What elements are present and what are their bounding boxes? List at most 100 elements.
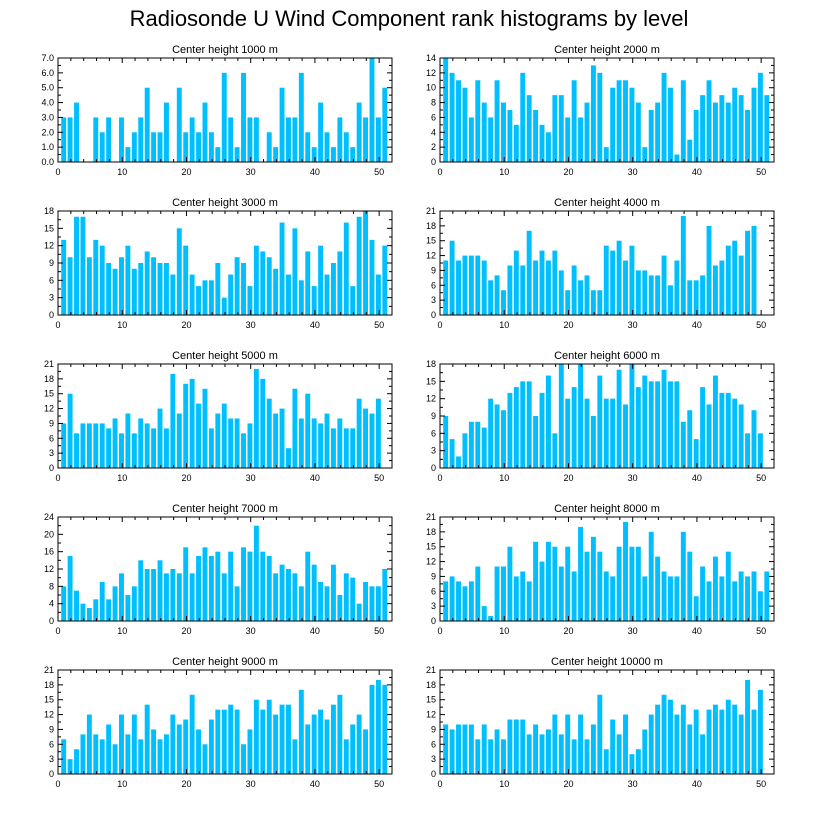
y-tick-label: 0 (431, 463, 436, 473)
histogram-bar (363, 117, 369, 162)
histogram-bar (494, 566, 500, 621)
histogram-bar (597, 290, 603, 315)
x-tick-label: 30 (628, 626, 638, 636)
x-tick-label: 10 (117, 626, 127, 636)
panel-title: Center height 1000 m (172, 44, 278, 56)
histogram-bar (642, 576, 648, 621)
histogram-bar (67, 556, 73, 621)
y-tick-label: 9 (49, 724, 54, 734)
histogram-bar (292, 739, 298, 774)
histogram-bar (151, 569, 157, 621)
histogram-bar (311, 286, 317, 315)
histogram-bar (183, 719, 189, 774)
histogram-bar (119, 714, 124, 774)
histogram-bar (363, 211, 369, 315)
histogram-bar (208, 132, 214, 162)
histogram-bar (545, 375, 551, 468)
histogram-bar (687, 724, 693, 774)
histogram-bar (298, 418, 304, 468)
histogram-bar (449, 576, 455, 621)
histogram-bar (189, 694, 195, 774)
histogram-bar (712, 265, 718, 315)
histogram-bar (757, 72, 763, 162)
x-tick-label: 30 (628, 167, 638, 177)
histogram-bar (61, 586, 67, 621)
x-tick-label: 30 (246, 320, 256, 330)
histogram-bar (369, 239, 375, 315)
histogram-bar (330, 704, 336, 774)
histogram-bar (539, 250, 545, 315)
histogram-bar (356, 102, 362, 162)
histogram-bar (375, 586, 381, 621)
y-tick-label: 4 (431, 127, 436, 137)
y-tick-label: 0 (431, 769, 436, 779)
histogram-bar (565, 117, 571, 162)
histogram-bar (468, 255, 474, 315)
y-tick-label: 0 (49, 616, 54, 626)
histogram-bar (138, 418, 144, 468)
histogram-bar (311, 147, 317, 162)
y-tick-label: 3 (49, 293, 54, 303)
histogram-bar (462, 255, 468, 315)
histogram-bar (488, 739, 494, 774)
y-tick-label: 9 (49, 258, 54, 268)
histogram-bar (494, 275, 500, 315)
histogram-bar (571, 387, 577, 468)
histogram-bar (305, 724, 311, 774)
histogram-bar (533, 541, 539, 621)
histogram-bar (700, 734, 706, 774)
histogram-bar (138, 117, 144, 162)
histogram-bar (337, 418, 343, 468)
y-tick-label: 15 (44, 389, 54, 399)
y-tick-label: 21 (426, 206, 436, 216)
y-tick-label: 6 (431, 428, 436, 438)
histogram-bar (74, 102, 79, 162)
x-tick-label: 30 (628, 473, 638, 483)
histogram-bar (674, 154, 680, 162)
x-tick-label: 10 (499, 320, 509, 330)
histogram-bar (539, 734, 545, 774)
panel-title: Center height 5000 m (172, 350, 278, 362)
histogram-bar (539, 561, 545, 621)
histogram-bar (745, 110, 751, 162)
y-tick-label: 12 (426, 68, 436, 78)
histogram-bar (228, 551, 234, 621)
histogram-bar (324, 132, 330, 162)
histogram-bar (80, 216, 86, 315)
histogram-bar (273, 573, 279, 621)
x-tick-label: 30 (628, 779, 638, 789)
histogram-bar (234, 257, 240, 315)
histogram-bar (558, 95, 564, 162)
histogram-panel: Center height 7000 m 0 4 8 12 16 20 24 0 10 20 30 40… (44, 503, 393, 641)
histogram-bar (266, 398, 272, 468)
x-tick-label: 0 (437, 473, 442, 483)
histogram-bar (157, 560, 163, 621)
histogram-bar (99, 245, 105, 315)
histogram-bar (764, 95, 770, 162)
histogram-bar (286, 274, 291, 315)
histogram-bar (356, 398, 362, 468)
histogram-bar (513, 250, 519, 315)
histogram-bar (668, 87, 673, 162)
histogram-bar (565, 546, 571, 621)
x-tick-label: 20 (181, 626, 191, 636)
histogram-bar (260, 709, 266, 774)
y-tick-label: 9 (431, 571, 436, 581)
y-tick-label: 9 (431, 265, 436, 275)
histogram-plot: 0 3 6 9 12 15 18 0 10 20 30 40 50 (426, 359, 775, 483)
y-tick-label: 3 (431, 601, 436, 611)
histogram-bar (86, 714, 92, 774)
panel-title: Center height 9000 m (172, 656, 278, 668)
histogram-bar (603, 749, 609, 774)
histogram-bar (449, 729, 455, 774)
histogram-bar (545, 541, 551, 621)
histogram-bar (324, 413, 330, 468)
histogram-bar (539, 124, 545, 162)
histogram-bar (513, 576, 519, 621)
histogram-bar (623, 80, 628, 162)
histogram-bar (144, 569, 150, 621)
x-tick-label: 40 (310, 626, 320, 636)
histogram-bar (324, 586, 330, 621)
histogram-plot: 0 3 6 9 12 15 18 0 10 20 30 40 50 (44, 206, 393, 330)
x-tick-label: 20 (181, 320, 191, 330)
